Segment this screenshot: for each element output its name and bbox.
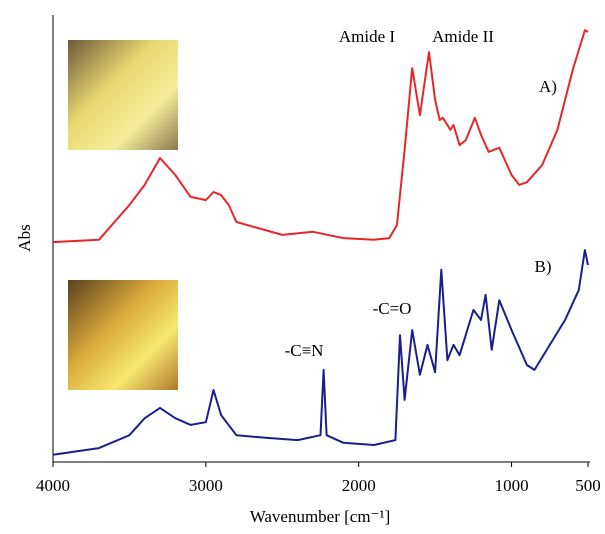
series-label: A) — [539, 77, 557, 96]
x-tick-label: 3000 — [189, 476, 223, 495]
y-axis-label: Abs — [15, 224, 34, 251]
x-axis-label: Wavenumber [cm⁻¹] — [250, 507, 391, 526]
annotation: Amide II — [432, 27, 494, 46]
spectrum-line — [52, 249, 589, 456]
x-tick-label: 2000 — [342, 476, 376, 495]
annotation: Amide I — [339, 27, 396, 46]
spectrum-line — [52, 29, 589, 244]
x-tick-label: 500 — [575, 476, 601, 495]
x-tick-label: 4000 — [36, 476, 70, 495]
annotation: -C=O — [373, 299, 412, 318]
sample-photo-b — [68, 280, 178, 390]
series-label: B) — [535, 257, 552, 276]
x-tick-label: 1000 — [495, 476, 529, 495]
annotation: -C≡N — [285, 341, 324, 360]
sample-photo-a — [68, 40, 178, 150]
